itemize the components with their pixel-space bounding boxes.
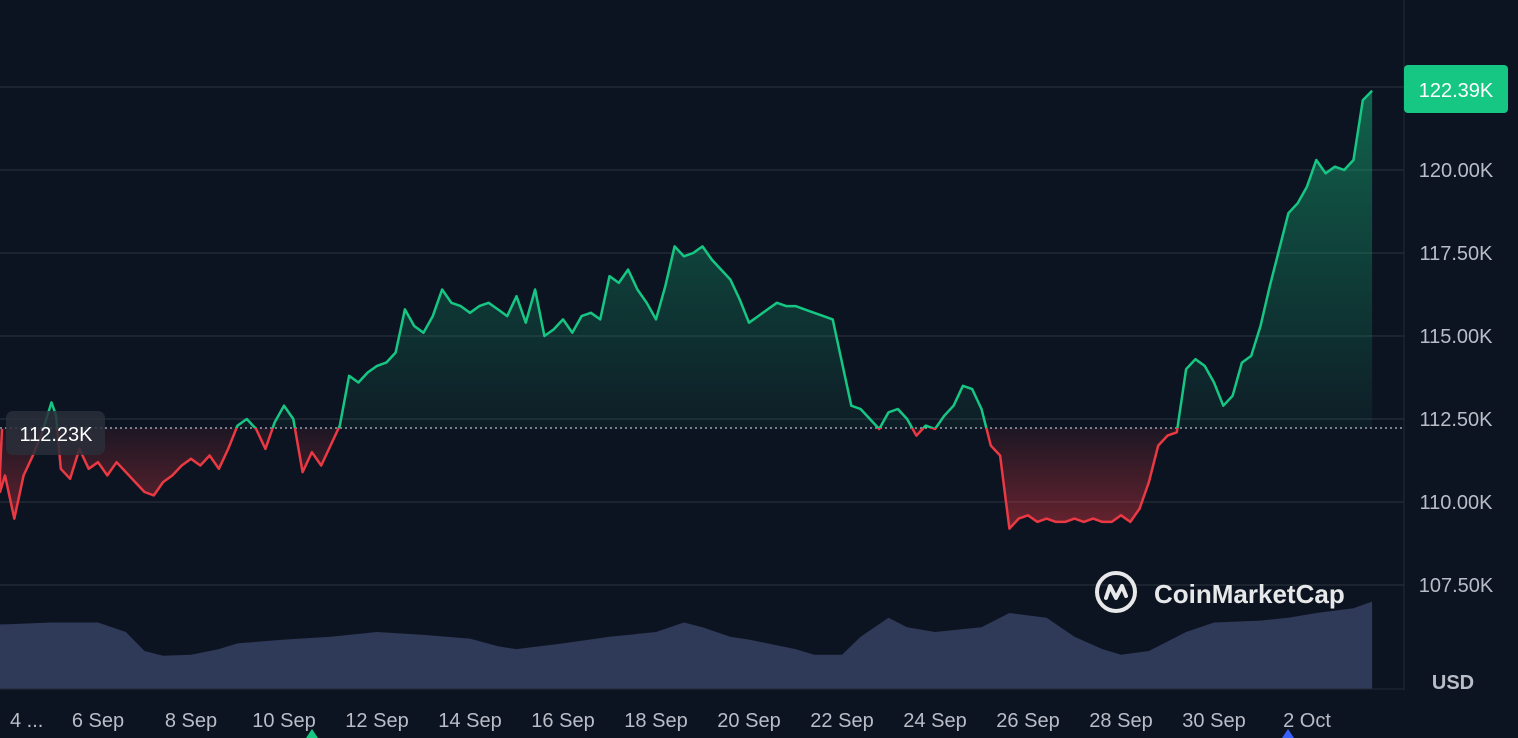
y-axis-unit-label: USD [1432,672,1474,694]
y-axis: 107.50K 110.00K 112.50K 115.00K 117.50K 120.0… [1419,160,1494,597]
area-fill-above-baseline [43,90,1373,428]
x-tick-label: 28 Sep [1089,710,1152,732]
price-line [0,89,1373,530]
x-tick-label: 22 Sep [810,710,873,732]
baseline-value-label: 112.23K [19,424,93,446]
x-tick-label: 10 Sep [252,710,315,732]
y-tick-label: 110.00K [1419,492,1493,514]
x-tick-label: 6 Sep [72,710,124,732]
volume-area [0,601,1373,689]
x-tick-label: 4 ... [10,710,43,732]
watermark-logo: CoinMarketCap [1095,571,1345,613]
baseline-badge: 112.23K [6,411,105,455]
last-price-badge: 122.39K [1404,65,1508,113]
y-tick-label: 112.50K [1419,409,1493,431]
x-tick-label: 26 Sep [996,710,1059,732]
x-tick-label: 8 Sep [165,710,217,732]
brand-name: CoinMarketCap [1154,579,1345,609]
price-area [0,90,1373,529]
x-tick-label: 2 Oct [1283,710,1331,732]
area-fill-below-baseline [0,427,1373,529]
x-tick-label: 30 Sep [1182,710,1245,732]
coinmarketcap-logo-icon [1095,571,1137,613]
y-tick-label: 115.00K [1419,326,1493,348]
x-tick-label: 16 Sep [531,710,594,732]
x-tick-label: 20 Sep [717,710,780,732]
last-price-label: 122.39K [1419,80,1494,102]
last-price-badge-background [1404,65,1508,113]
x-axis: 4 ... 6 Sep 8 Sep 10 Sep 12 Sep 14 Sep 16 Sep 1… [10,710,1331,732]
crosshair-marker-right [1282,729,1294,738]
crosshair-marker-left [306,729,318,738]
y-tick-label: 117.50K [1419,243,1493,265]
x-tick-label: 12 Sep [345,710,408,732]
volume-area-fill [0,601,1373,689]
y-tick-label: 120.00K [1419,160,1494,182]
x-tick-label: 24 Sep [903,710,966,732]
logo-wave-mark [1104,584,1128,600]
price-line-up-segment [42,89,1373,428]
y-tick-label: 107.50K [1419,575,1494,597]
price-line-down-segment [0,427,1179,530]
baseline-badge-background [6,411,105,455]
x-tick-label: 14 Sep [438,710,501,732]
x-tick-label: 18 Sep [624,710,687,732]
